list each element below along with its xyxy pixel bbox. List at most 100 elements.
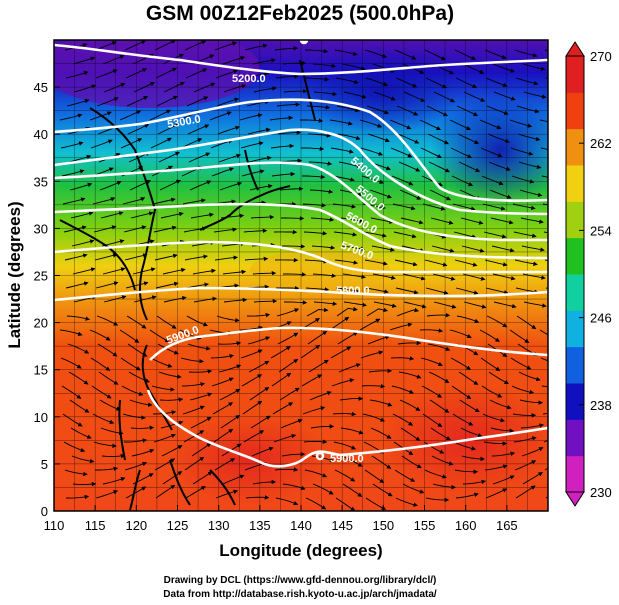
streamline-arrow [100,427,124,436]
streamline-arrow [402,483,425,494]
y-tick-label: 30 [34,221,48,236]
streamline-arrow [520,217,544,224]
streamline-arrow [419,328,444,333]
streamline-arrow [71,455,95,464]
contour-5200 [54,43,548,76]
x-tick-label: 110 [44,518,65,533]
streamline-arrow [219,181,243,191]
streamline-arrow [216,315,240,323]
streamline-arrow [422,413,443,428]
wind-streamlines [59,40,548,511]
streamline-arrow [490,217,514,225]
x-tick-label: 115 [85,518,106,533]
colorbar-segment [566,310,584,348]
streamline-arrow [423,441,445,454]
streamline-arrow [192,268,216,275]
streamline-arrow [101,453,126,459]
streamline-arrow [516,105,540,114]
colorbar-segment [566,92,584,130]
streamline-arrow [396,307,420,317]
colorbar-frame [565,55,585,493]
streamline-arrow [364,49,388,59]
streamline-arrow [125,281,149,289]
x-tick-label: 150 [372,518,394,533]
streamline-arrow [124,40,147,51]
streamline-arrow [401,455,422,469]
streamline-arrow [490,427,515,433]
streamline-arrow [90,357,111,371]
streamline-arrow [395,287,419,295]
streamline-arrow [338,161,362,169]
streamline-arrow [154,253,178,261]
streamline-arrow [159,179,181,191]
streamline-arrow [399,189,422,200]
streamline-arrow [70,427,92,439]
streamline-arrow [283,272,307,277]
streamline-arrow [429,189,451,201]
colorbar-segment [566,419,584,457]
streamline-arrow [186,315,209,327]
streamline-arrow [484,49,507,60]
streamline-arrow [213,227,238,233]
streamline-arrow [373,91,396,101]
streamline-arrow [334,259,359,265]
colorbar: 230 238 246 254 262 270 [565,41,612,507]
streamline-arrow [488,371,509,384]
streamline-arrow [281,451,306,457]
streamline-arrow [277,130,302,135]
streamline-arrow [103,82,126,93]
streamline-arrow [155,67,177,79]
streamline-arrow [428,371,450,384]
streamline-arrow [392,413,414,426]
streamline-arrow [338,363,361,373]
streamline-arrow [130,425,155,431]
streamline-arrow [432,273,456,281]
streamline-arrow [157,123,179,135]
streamline-arrow [122,197,146,205]
streamline-arrow [211,167,234,177]
streamline-arrow [65,71,89,79]
contour-label-5800: 5800.0 [336,285,370,297]
streamline-arrow [365,497,387,510]
streamline-arrow [341,455,363,467]
y-axis-label: Latitude (degrees) [5,201,24,348]
streamline-arrow [92,197,116,205]
streamline-arrow [366,307,389,317]
streamline-arrow [460,427,483,438]
streamline-arrow [332,203,357,209]
credit-dcl: Drawing by DCL (https://www.gfd-dennou.o… [163,575,437,586]
streamline-arrow [301,146,325,152]
streamline-arrow [521,245,545,252]
streamline-arrow [333,441,357,450]
streamline-arrow [514,259,538,266]
streamline-arrow [390,147,413,158]
streamline-arrow [212,402,234,415]
streamline-arrow [395,497,418,507]
streamline-arrow [493,91,516,101]
streamline-arrow [300,118,324,123]
streamline-arrow [270,346,291,359]
streamline-arrow [480,357,501,372]
streamline-arrow [394,469,416,482]
streamline-arrow [241,374,263,387]
streamline-arrow [491,245,515,253]
streamline-arrow [335,497,356,511]
streamline-arrow [301,374,323,387]
streamline-arrow [275,497,299,506]
streamline-arrow [95,490,118,499]
streamline-arrow [312,483,334,495]
streamline-arrow [96,97,119,107]
streamline-arrow [62,413,83,427]
streamline-arrow [185,486,206,499]
streamline-arrow [455,287,479,295]
streamline-arrow [218,153,242,163]
streamline-arrow [305,287,330,292]
streamline-arrow [310,217,335,222]
streamline-arrow [479,329,500,342]
streamline-arrow [73,84,97,93]
y-axis-ticks: 0 5 10 15 20 25 30 35 40 45 [34,80,60,519]
streamline-arrow [245,495,270,500]
streamline-arrow [426,312,451,318]
streamline-arrow [331,378,355,387]
streamline-arrow [275,74,300,79]
